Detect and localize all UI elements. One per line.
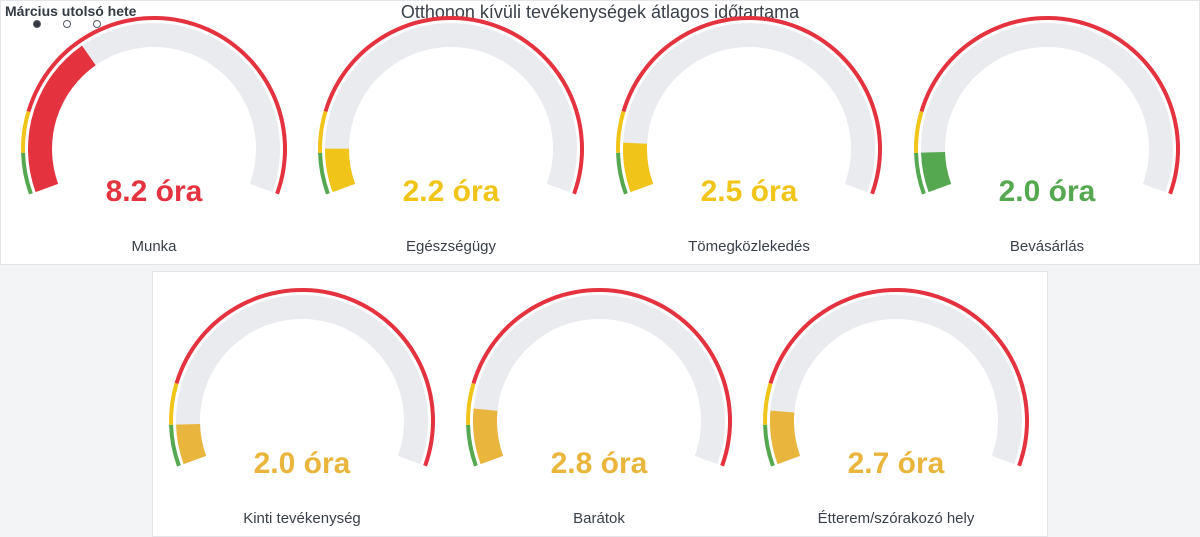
gauge-svg <box>616 15 883 195</box>
gauge-value-fill <box>324 148 356 193</box>
gauge-track <box>623 22 875 193</box>
gauge-value-fill <box>921 151 952 193</box>
gauge-category-label: Barátok <box>573 510 625 527</box>
gauge-track <box>176 294 428 465</box>
gauge-3: 2.5 óra Tömegközlekedés <box>601 5 897 265</box>
page-dot-3[interactable] <box>93 20 101 28</box>
chart-title: Otthonon kívüli tevékenységek átlagos id… <box>400 2 800 22</box>
threshold-band-2 <box>21 110 31 153</box>
gauge-track <box>770 294 1022 465</box>
threshold-band-1 <box>763 424 775 467</box>
gauge-value-label: 2.0 óra <box>998 175 1096 208</box>
gauge-svg <box>914 15 1181 195</box>
gauge-value-fill <box>769 410 801 465</box>
gauge-value-label: 2.0 óra <box>253 447 351 480</box>
gauge-category-label: Kinti tevékenység <box>243 510 361 527</box>
gauge-track <box>473 294 725 465</box>
threshold-band-2 <box>616 110 626 153</box>
gauge-value-label: 2.7 óra <box>847 447 945 480</box>
gauge-value-label: 2.5 óra <box>700 175 798 208</box>
gauge-value-fill <box>622 142 654 193</box>
threshold-band-1 <box>466 424 478 467</box>
gauge-category-label: Bevásárlás <box>1009 238 1085 255</box>
gauge-svg <box>763 287 1030 467</box>
period-title: Március utolsó hete <box>5 3 137 19</box>
threshold-band-2 <box>763 382 773 425</box>
gauge-4: 2.0 óra Bevásárlás <box>899 5 1195 265</box>
threshold-band-1 <box>914 152 926 195</box>
gauge-value-fill <box>28 45 96 193</box>
threshold-band-1 <box>21 152 33 195</box>
gauge-value-label: 2.2 óra <box>402 175 500 208</box>
threshold-band-1 <box>169 424 181 467</box>
page-dot-2[interactable] <box>63 20 71 28</box>
gauge-track <box>921 22 1173 193</box>
gauge-value-label: 8.2 óra <box>105 175 203 208</box>
threshold-band-2 <box>169 382 179 425</box>
gauge-1: 8.2 óra Munka <box>6 5 302 265</box>
gauge-track <box>28 22 281 193</box>
threshold-band-2 <box>318 110 328 153</box>
gauge-2: 2.2 óra Egészségügy <box>303 5 599 265</box>
gauge-category-label: Munka <box>131 238 177 255</box>
gauge-category-label: Étterem/szórakozó hely <box>817 510 975 527</box>
gauge-6: 2.8 óra Barátok <box>451 277 747 537</box>
gauge-value-label: 2.8 óra <box>550 447 648 480</box>
gauge-value-fill <box>473 408 504 465</box>
threshold-band-1 <box>616 152 628 195</box>
threshold-band-1 <box>318 152 330 195</box>
gauge-5: 2.0 óra Kinti tevékenység <box>154 277 450 537</box>
threshold-band-2 <box>914 110 924 153</box>
gauge-category-label: Egészségügy <box>405 238 497 255</box>
gauge-value-fill <box>176 423 207 465</box>
gauge-svg <box>318 15 585 195</box>
gauge-track <box>325 22 577 193</box>
gauge-svg <box>466 287 733 467</box>
threshold-band-2 <box>466 382 476 425</box>
gauge-svg <box>21 15 288 195</box>
page-indicator <box>33 20 101 28</box>
gauge-svg <box>169 287 436 467</box>
gauge-category-label: Tömegközlekedés <box>688 238 810 255</box>
gauge-7: 2.7 óra Étterem/szórakozó hely <box>748 277 1044 537</box>
page-dot-1[interactable] <box>33 20 41 28</box>
